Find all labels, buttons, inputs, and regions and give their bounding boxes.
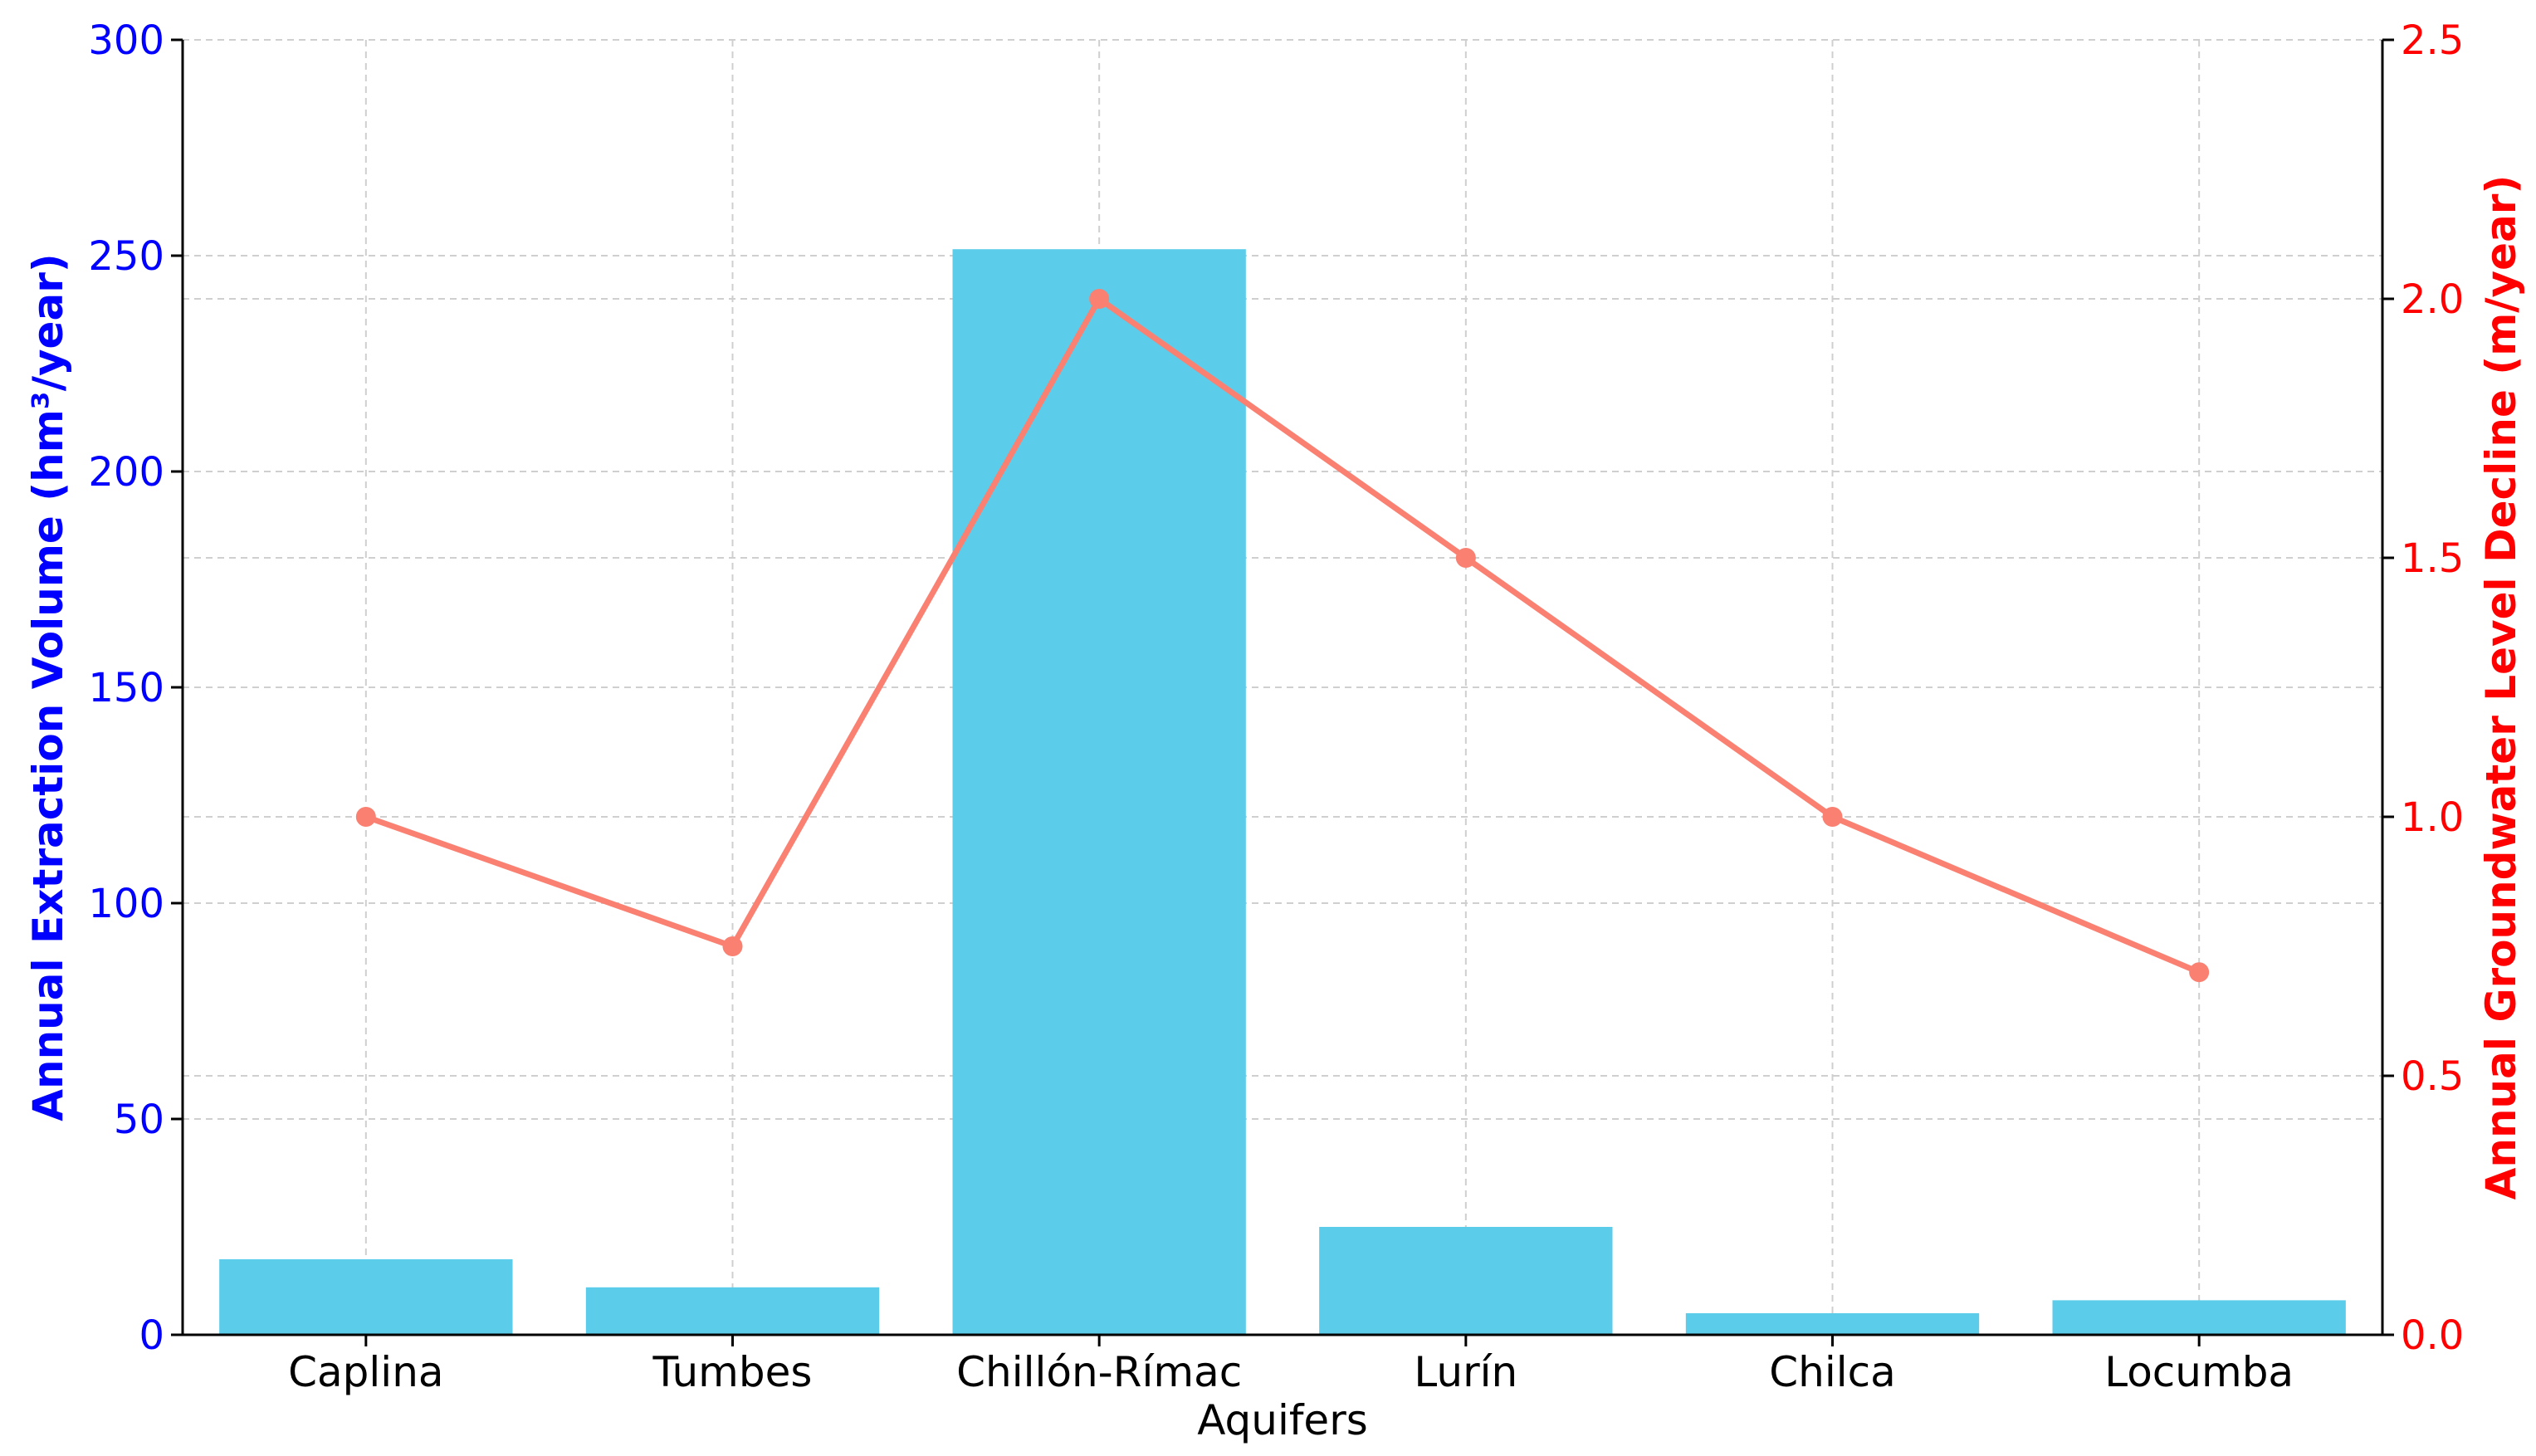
- bar: [952, 249, 1246, 1336]
- x-tick-label: Lurín: [1414, 1348, 1517, 1396]
- x-tick-label: Chillón-Rímac: [956, 1348, 1242, 1396]
- bar: [2052, 1300, 2346, 1335]
- right-tick-label: 0.0: [2401, 1312, 2464, 1359]
- left-tick-label: 300: [88, 17, 164, 64]
- left-tick-label: 0: [139, 1312, 164, 1359]
- line-point: [355, 807, 376, 827]
- right-tick-label: 1.0: [2401, 794, 2464, 841]
- left-tick-label: 100: [88, 881, 164, 927]
- right-tick-label: 2.0: [2401, 276, 2464, 323]
- line-point: [722, 936, 743, 956]
- x-tick-label: Caplina: [288, 1348, 443, 1396]
- line-path: [364, 296, 2201, 975]
- bar: [219, 1259, 513, 1335]
- x-tick-label: Tumbes: [652, 1348, 813, 1396]
- bar-series: [219, 249, 2346, 1336]
- bar: [1685, 1313, 1980, 1335]
- line-point: [1455, 548, 1476, 568]
- line-series: [355, 289, 2210, 983]
- line-point: [1822, 807, 1843, 827]
- left-tick-label: 200: [88, 449, 164, 496]
- axes: 0 50 100 150 200 250 300 0.0 0.5 1.0 1.5 2.0 2.5 Capl…: [88, 17, 2464, 1396]
- right-y-axis-title: Annual Groundwater Level Decline (m/year…: [2477, 175, 2525, 1200]
- right-tick-label: 0.5: [2401, 1053, 2464, 1100]
- left-tick-label: 50: [114, 1097, 164, 1143]
- bar: [1319, 1227, 1613, 1335]
- grid-lines: [183, 39, 2382, 1336]
- left-tick-label: 250: [88, 233, 164, 280]
- right-tick-label: 1.5: [2401, 535, 2464, 582]
- bar: [585, 1287, 880, 1335]
- left-y-axis-title: Annual Extraction Volume (hm³/year): [24, 253, 72, 1121]
- line-point: [2189, 962, 2210, 983]
- x-tick-label: Chilca: [1769, 1348, 1896, 1396]
- right-tick-label: 2.5: [2401, 17, 2464, 64]
- line-point: [1089, 289, 1110, 309]
- x-axis-title: Aquifers: [1197, 1396, 1368, 1444]
- axis-labels: Aquifers Annual Extraction Volume (hm³/y…: [24, 175, 2525, 1444]
- left-tick-label: 150: [88, 665, 164, 711]
- x-tick-label: Locumba: [2104, 1348, 2294, 1396]
